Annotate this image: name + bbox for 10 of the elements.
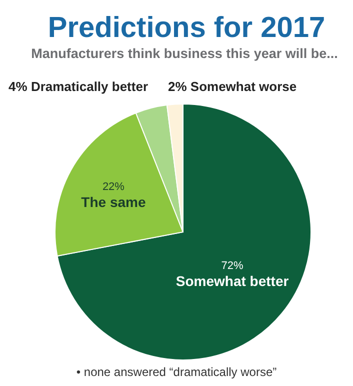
slice-label: 4% Dramatically better bbox=[8, 79, 148, 94]
chart-subtitle: Manufacturers think business this year will be... bbox=[31, 46, 338, 61]
text: • none answered “dramatically worse” bbox=[76, 365, 277, 379]
slice-label: The same bbox=[81, 194, 146, 210]
chart-title: Predictions for 2017 bbox=[48, 12, 326, 44]
slice-label: Somewhat better bbox=[176, 272, 290, 289]
data-label: 22% bbox=[102, 180, 125, 193]
pie-slice bbox=[56, 104, 312, 360]
data-label: 72% bbox=[221, 260, 244, 272]
slice-label: 2% Somewhat worse bbox=[168, 79, 297, 94]
